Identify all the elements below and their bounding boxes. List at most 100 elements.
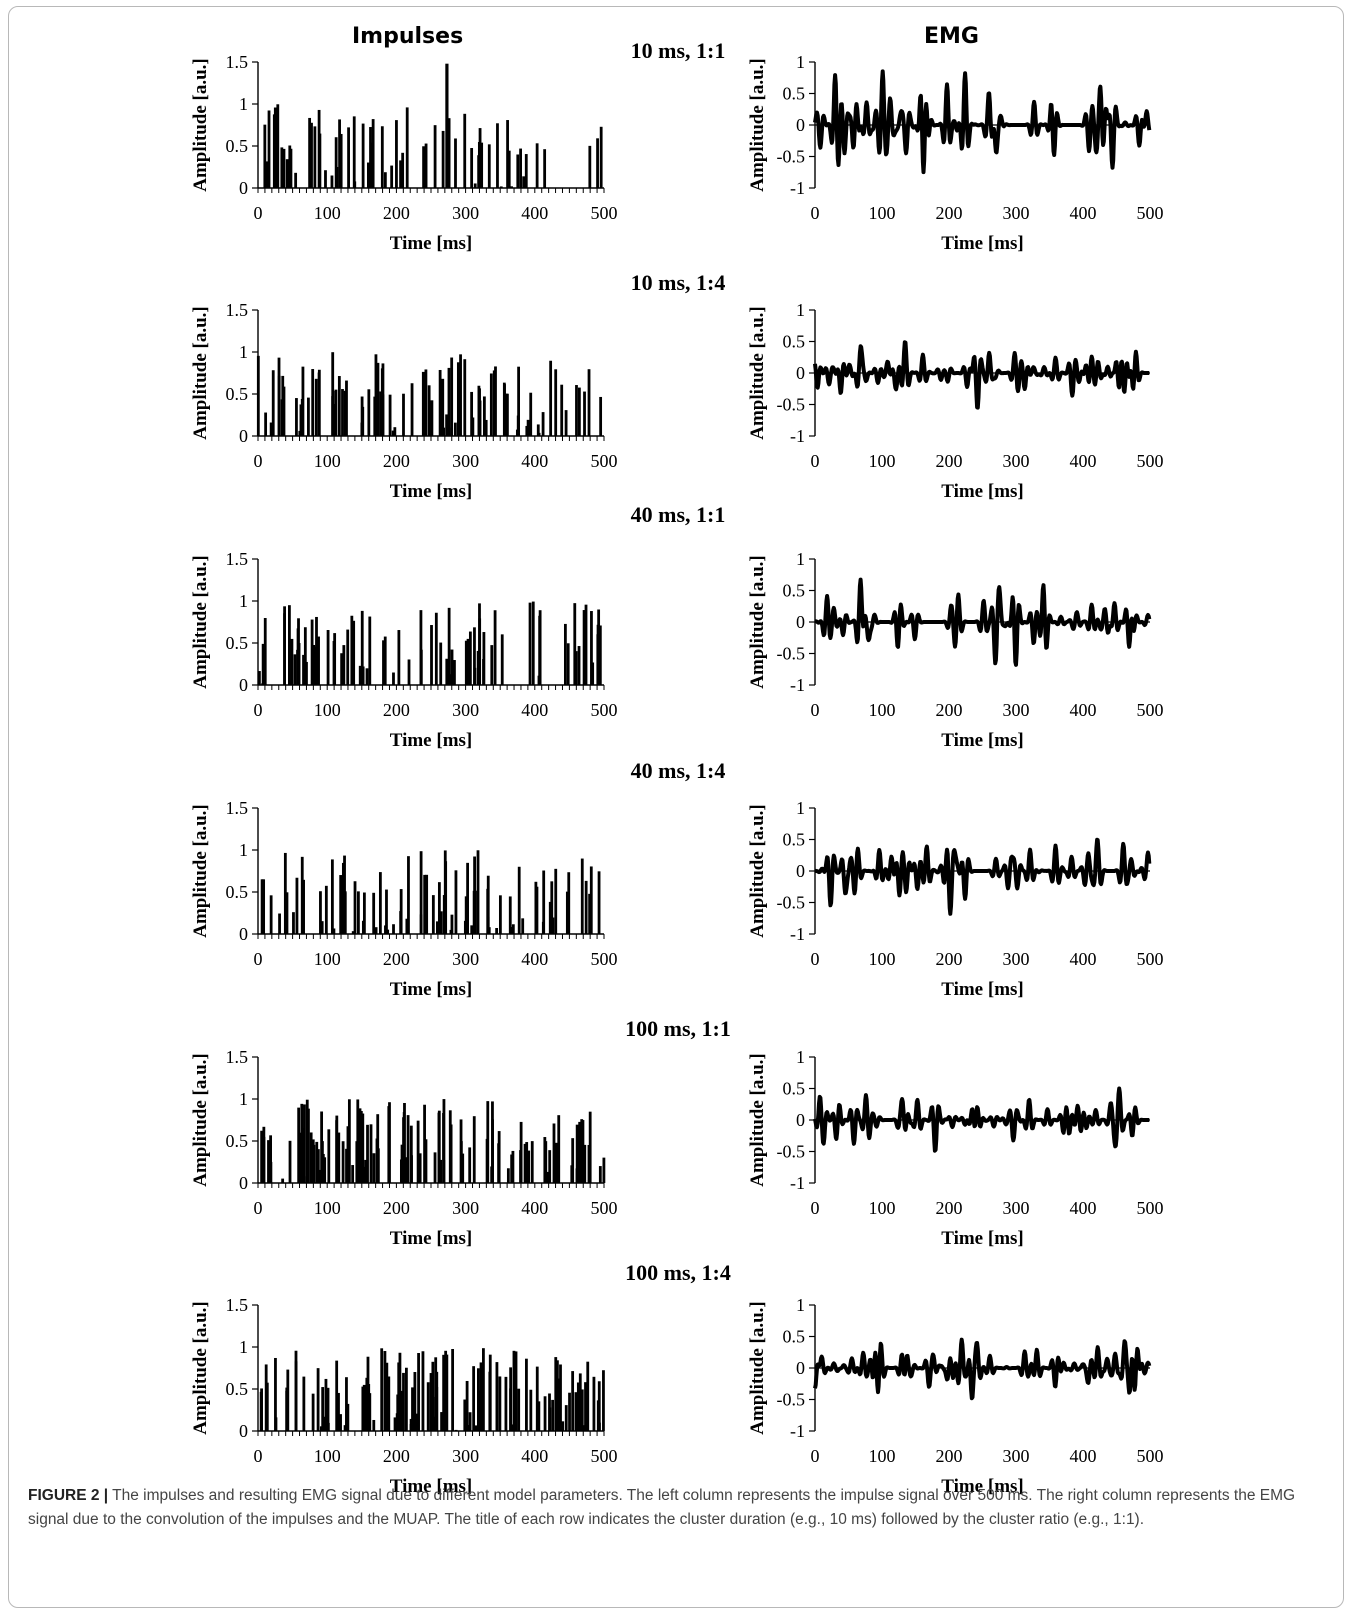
- impulse-bar: [351, 1165, 355, 1183]
- impulse-bar: [553, 1144, 557, 1183]
- impulse-bar: [387, 1376, 391, 1431]
- x-tick-label: 100: [869, 451, 896, 471]
- impulse-bar: [327, 1129, 331, 1183]
- impulse-bar: [374, 354, 378, 436]
- y-tick-label: 0: [796, 1110, 805, 1130]
- impulse-bar: [583, 1144, 587, 1183]
- impulse-bar: [432, 1416, 436, 1431]
- impulse-bar: [324, 1378, 328, 1431]
- impulse-bar: [541, 921, 545, 934]
- x-tick-label: 500: [591, 451, 618, 471]
- impulse-bar: [480, 142, 484, 188]
- impulse-bar: [431, 1396, 435, 1431]
- y-tick-label: 0.5: [783, 1079, 806, 1099]
- impulse-bar: [486, 888, 490, 934]
- x-tick-label: 500: [1137, 949, 1164, 969]
- impulse-bar: [537, 1401, 541, 1431]
- impulse-bar: [391, 430, 395, 436]
- impulse-bar: [368, 616, 372, 685]
- impulse-bar: [488, 1371, 492, 1431]
- impulse-bar: [316, 1149, 320, 1183]
- impulse-bar: [397, 630, 401, 685]
- x-tick-label: 0: [811, 203, 820, 223]
- x-tick-label: 0: [254, 700, 263, 720]
- impulse-bar: [429, 1373, 433, 1431]
- impulse-bar: [453, 422, 457, 436]
- impulse-bar: [347, 1099, 351, 1183]
- impulse-bar: [463, 1399, 467, 1431]
- impulse-bar: [297, 643, 301, 685]
- impulse-bar: [461, 1153, 465, 1183]
- impulse-bar: [576, 1382, 580, 1431]
- impulse-bar: [476, 650, 480, 685]
- impulse-bar: [530, 1141, 534, 1183]
- impulse-bar: [330, 859, 334, 934]
- impulse-bar: [450, 427, 454, 436]
- impulse-bar: [282, 386, 286, 436]
- impulse-bar: [496, 123, 499, 188]
- impulse-bar: [449, 1124, 453, 1183]
- impulse-bar: [322, 1416, 326, 1431]
- impulse-bar: [433, 125, 437, 188]
- x-tick-label: 100: [869, 1198, 896, 1218]
- impulse-bar: [374, 927, 378, 934]
- y-tick-label: 0.5: [226, 136, 249, 156]
- impulse-bar: [499, 186, 503, 188]
- impulse-bar: [380, 1348, 384, 1431]
- x-tick-label: 200: [383, 1198, 410, 1218]
- x-tick-label: 0: [811, 700, 820, 720]
- impulse-bar: [588, 145, 592, 188]
- x-tick-label: 0: [254, 1198, 263, 1218]
- impulse-bar: [482, 1348, 485, 1431]
- impulse-bar: [278, 913, 281, 934]
- impulse-bar: [527, 1150, 531, 1183]
- impulse-bar: [575, 385, 578, 436]
- impulse-bar: [537, 432, 541, 436]
- impulse-bar: [414, 1413, 418, 1431]
- impulse-bar: [550, 881, 554, 934]
- impulse-bar: [419, 851, 423, 934]
- y-tick-label: 0: [239, 1421, 248, 1441]
- impulse-bar: [309, 137, 313, 188]
- x-tick-label: 200: [936, 700, 963, 720]
- impulse-bar: [519, 1150, 522, 1183]
- impulse-bar: [281, 181, 285, 188]
- impulse-bar: [435, 1371, 439, 1431]
- impulse-bar: [376, 1148, 380, 1183]
- impulse-bar: [445, 414, 449, 436]
- impulse-bar: [435, 921, 439, 934]
- impulse-bar: [269, 895, 273, 934]
- impulse-bar: [372, 892, 376, 934]
- impulse-bar: [517, 366, 521, 436]
- impulse-bar: [491, 1101, 494, 1183]
- impulse-bar: [564, 410, 568, 436]
- x-tick-label: 300: [1003, 1446, 1030, 1466]
- impulse-bar: [256, 355, 260, 436]
- caption-text: The impulses and resulting EMG signal du…: [28, 1487, 1296, 1528]
- impulse-bar: [337, 1132, 341, 1183]
- impulse-bar: [335, 1360, 339, 1431]
- impulse-bar: [362, 892, 366, 934]
- impulse-bar: [267, 1140, 270, 1183]
- impulse-bar: [588, 893, 592, 934]
- impulse-bar: [509, 1367, 513, 1431]
- impulse-bar: [315, 1141, 319, 1183]
- impulse-bar: [548, 901, 552, 934]
- impulse-bar: [399, 160, 402, 188]
- x-tick-label: 300: [452, 1198, 479, 1218]
- impulse-bar: [405, 107, 409, 188]
- x-tick-label: 0: [811, 1446, 820, 1466]
- impulse-bar: [388, 394, 392, 436]
- impulse-bar: [592, 1376, 596, 1431]
- impulse-bar: [473, 183, 477, 188]
- impulse-bar: [409, 1125, 413, 1183]
- y-axis-label: Amplitude [a.u.]: [190, 1053, 211, 1187]
- x-tick-label: 500: [1137, 1446, 1164, 1466]
- impulse-bar: [345, 1377, 348, 1431]
- impulse-bar: [346, 1126, 350, 1183]
- impulse-bar: [543, 1137, 547, 1183]
- impulse-bar: [362, 1384, 366, 1431]
- x-tick-label: 400: [521, 949, 548, 969]
- y-tick-label: -0.5: [777, 395, 806, 415]
